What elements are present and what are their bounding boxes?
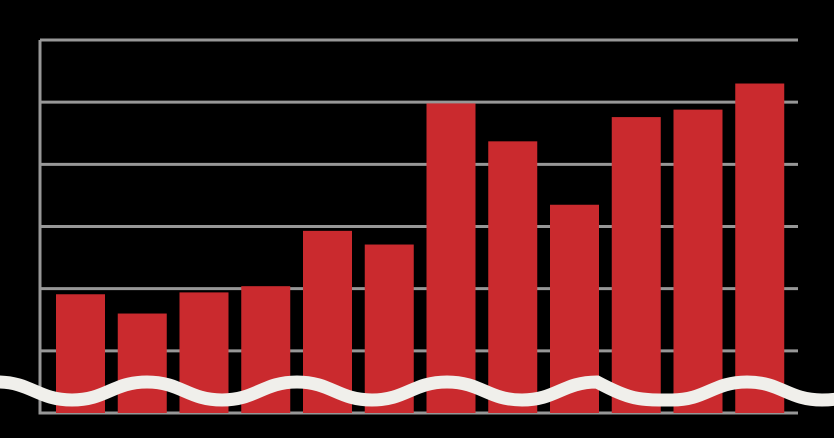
bar [488, 141, 538, 413]
bar [673, 109, 723, 414]
axis-break-wave-line [0, 375, 834, 407]
bar [611, 117, 661, 413]
bar [426, 103, 476, 413]
bar [735, 83, 785, 414]
bar [364, 244, 414, 413]
bars [56, 83, 785, 414]
bar [117, 313, 167, 413]
